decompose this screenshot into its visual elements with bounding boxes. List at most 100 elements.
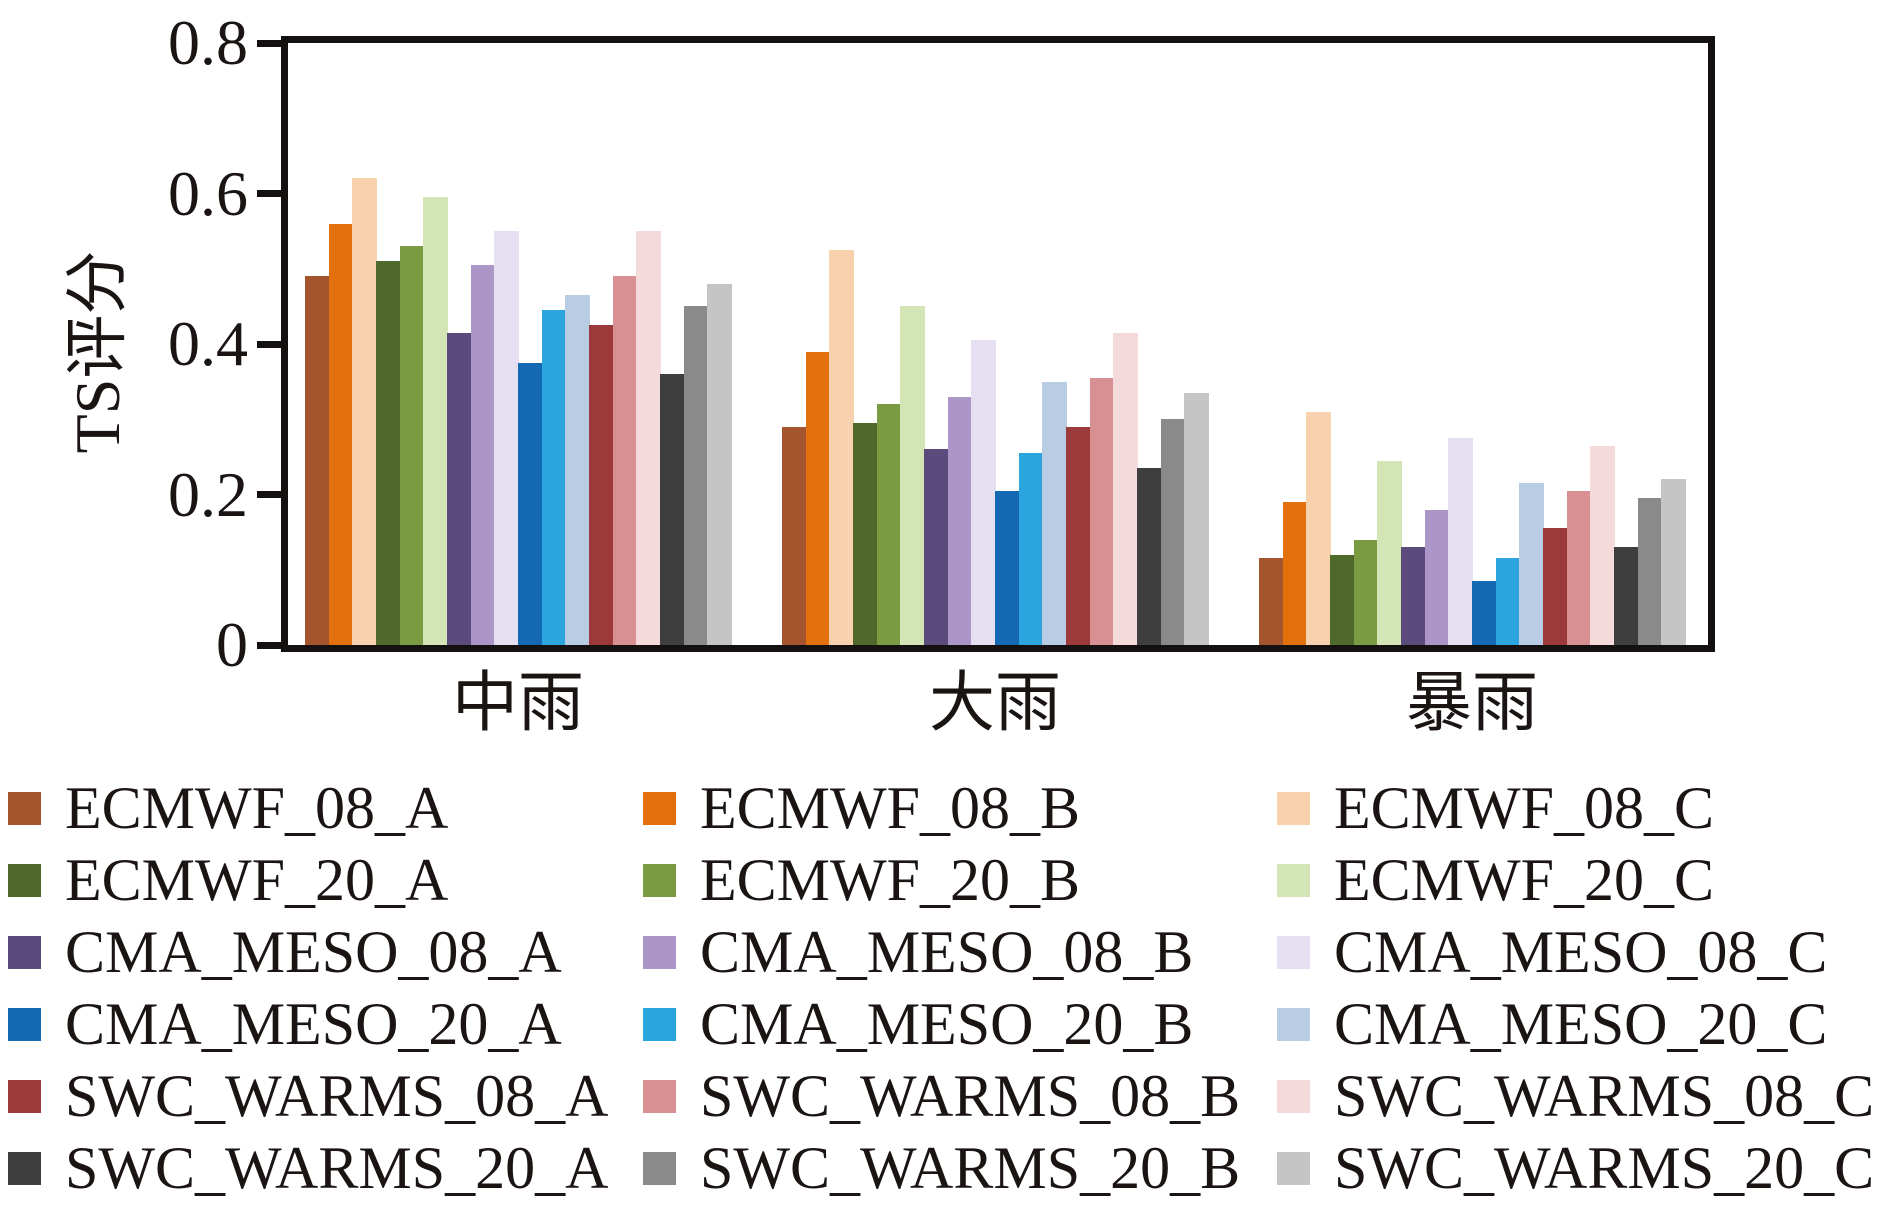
legend-swatch-icon bbox=[1277, 935, 1310, 969]
legend-label: CMA_MESO_08_C bbox=[1334, 919, 1828, 985]
bar-CMA_MESO_20_C-中雨 bbox=[565, 295, 590, 645]
bar-SWC_WARMS_08_A-大雨 bbox=[1066, 426, 1091, 645]
bar-ECMWF_08_C-大雨 bbox=[829, 249, 854, 645]
legend-label: CMA_MESO_20_C bbox=[1334, 991, 1828, 1057]
legend-label: ECMWF_08_B bbox=[700, 775, 1081, 841]
legend-label: SWC_WARMS_08_A bbox=[65, 1063, 609, 1129]
bar-SWC_WARMS_08_B-中雨 bbox=[612, 276, 637, 645]
bar-SWC_WARMS_20_C-大雨 bbox=[1184, 392, 1209, 645]
bar-SWC_WARMS_08_B-暴雨 bbox=[1566, 490, 1591, 645]
x-category-label: 中雨 bbox=[452, 667, 584, 740]
bar-CMA_MESO_20_B-暴雨 bbox=[1495, 558, 1520, 645]
legend-item-CMA_MESO_20_A: CMA_MESO_20_A bbox=[8, 988, 562, 1060]
bar-ECMWF_20_B-中雨 bbox=[399, 246, 424, 645]
bar-ECMWF_20_A-大雨 bbox=[853, 423, 878, 645]
x-category-label: 大雨 bbox=[929, 667, 1061, 740]
legend-item-CMA_MESO_20_C: CMA_MESO_20_C bbox=[1277, 988, 1827, 1060]
y-tick-label: 0 bbox=[216, 609, 248, 680]
legend-label: SWC_WARMS_20_A bbox=[65, 1135, 609, 1201]
bar-SWC_WARMS_08_B-大雨 bbox=[1089, 377, 1114, 645]
bar-CMA_MESO_20_B-大雨 bbox=[1018, 453, 1043, 645]
x-category-label: 暴雨 bbox=[1406, 667, 1538, 740]
bar-SWC_WARMS_08_C-大雨 bbox=[1113, 332, 1138, 645]
legend-swatch-icon bbox=[8, 863, 41, 897]
bar-SWC_WARMS_20_A-大雨 bbox=[1137, 468, 1162, 645]
legend-swatch-icon bbox=[1277, 1151, 1310, 1185]
legend-swatch-icon bbox=[1277, 863, 1310, 897]
legend-label: CMA_MESO_08_A bbox=[65, 919, 562, 985]
legend-swatch-icon bbox=[643, 1007, 676, 1041]
bar-SWC_WARMS_08_C-中雨 bbox=[636, 231, 661, 645]
legend-swatch-icon bbox=[8, 1007, 41, 1041]
bar-ECMWF_08_B-中雨 bbox=[328, 223, 353, 645]
plot-area bbox=[288, 43, 1708, 645]
bar-SWC_WARMS_20_B-大雨 bbox=[1160, 419, 1185, 645]
legend-swatch-icon bbox=[1277, 791, 1310, 825]
legend-item-SWC_WARMS_20_C: SWC_WARMS_20_C bbox=[1277, 1132, 1874, 1204]
legend-item-ECMWF_08_C: ECMWF_08_C bbox=[1277, 772, 1714, 844]
bar-ECMWF_08_B-大雨 bbox=[805, 351, 830, 645]
bar-CMA_MESO_08_B-暴雨 bbox=[1424, 509, 1449, 645]
legend-label: ECMWF_08_C bbox=[1334, 775, 1715, 841]
legend-item-ECMWF_08_B: ECMWF_08_B bbox=[643, 772, 1080, 844]
bar-CMA_MESO_08_A-大雨 bbox=[924, 449, 949, 645]
bar-CMA_MESO_08_C-中雨 bbox=[494, 231, 519, 645]
legend-item-CMA_MESO_20_B: CMA_MESO_20_B bbox=[643, 988, 1193, 1060]
y-tick-mark bbox=[257, 641, 288, 649]
legend-label: ECMWF_20_A bbox=[65, 847, 449, 913]
legend-item-ECMWF_20_B: ECMWF_20_B bbox=[643, 844, 1080, 916]
legend-label: SWC_WARMS_20_C bbox=[1334, 1135, 1875, 1201]
y-tick-label: 0.8 bbox=[168, 7, 248, 78]
bar-ECMWF_20_B-大雨 bbox=[876, 404, 901, 645]
y-tick-label: 0.6 bbox=[168, 157, 248, 229]
bar-CMA_MESO_20_C-暴雨 bbox=[1519, 483, 1544, 645]
bar-ECMWF_08_B-暴雨 bbox=[1282, 502, 1307, 645]
bar-ECMWF_20_C-中雨 bbox=[423, 197, 448, 645]
legend-label: ECMWF_08_A bbox=[65, 775, 449, 841]
bar-CMA_MESO_20_B-中雨 bbox=[541, 310, 566, 645]
y-tick-mark bbox=[257, 491, 288, 498]
bar-SWC_WARMS_08_A-暴雨 bbox=[1543, 528, 1568, 645]
legend-item-CMA_MESO_08_A: CMA_MESO_08_A bbox=[8, 916, 562, 988]
bar-ECMWF_08_A-暴雨 bbox=[1259, 558, 1284, 645]
bar-CMA_MESO_08_C-大雨 bbox=[971, 340, 996, 645]
legend-label: ECMWF_20_C bbox=[1334, 847, 1715, 913]
bar-SWC_WARMS_20_B-中雨 bbox=[683, 306, 708, 645]
bar-SWC_WARMS_08_C-暴雨 bbox=[1590, 445, 1615, 645]
bar-CMA_MESO_20_A-暴雨 bbox=[1472, 581, 1497, 645]
bar-CMA_MESO_20_A-中雨 bbox=[518, 362, 543, 645]
legend-item-CMA_MESO_08_B: CMA_MESO_08_B bbox=[643, 916, 1193, 988]
legend-label: ECMWF_20_B bbox=[700, 847, 1081, 913]
bar-CMA_MESO_08_A-中雨 bbox=[447, 332, 472, 645]
bar-ECMWF_08_C-暴雨 bbox=[1306, 411, 1331, 645]
legend-swatch-icon bbox=[643, 863, 676, 897]
bar-CMA_MESO_08_B-大雨 bbox=[947, 396, 972, 645]
legend-item-CMA_MESO_08_C: CMA_MESO_08_C bbox=[1277, 916, 1827, 988]
legend-item-SWC_WARMS_20_B: SWC_WARMS_20_B bbox=[643, 1132, 1240, 1204]
y-tick-mark bbox=[257, 190, 288, 197]
bar-ECMWF_20_C-暴雨 bbox=[1377, 460, 1402, 645]
legend-swatch-icon bbox=[8, 1151, 41, 1185]
legend-item-SWC_WARMS_20_A: SWC_WARMS_20_A bbox=[8, 1132, 608, 1204]
bar-SWC_WARMS_20_C-暴雨 bbox=[1661, 479, 1686, 645]
legend-item-SWC_WARMS_08_B: SWC_WARMS_08_B bbox=[643, 1060, 1240, 1132]
bar-ECMWF_08_A-大雨 bbox=[782, 426, 807, 645]
legend-swatch-icon bbox=[643, 935, 676, 969]
legend-label: SWC_WARMS_20_B bbox=[700, 1135, 1241, 1201]
legend-item-SWC_WARMS_08_A: SWC_WARMS_08_A bbox=[8, 1060, 608, 1132]
bar-CMA_MESO_08_B-中雨 bbox=[470, 265, 495, 645]
legend-swatch-icon bbox=[8, 791, 41, 825]
bar-ECMWF_20_A-中雨 bbox=[376, 261, 401, 645]
legend-item-ECMWF_08_A: ECMWF_08_A bbox=[8, 772, 448, 844]
y-tick-label: 0.4 bbox=[168, 308, 248, 379]
y-tick-mark bbox=[257, 340, 288, 348]
bar-SWC_WARMS_08_A-中雨 bbox=[589, 325, 614, 645]
legend-swatch-icon bbox=[1277, 1079, 1310, 1113]
bar-ECMWF_08_A-中雨 bbox=[305, 276, 330, 645]
bar-CMA_MESO_08_C-暴雨 bbox=[1448, 438, 1473, 645]
bar-CMA_MESO_20_C-大雨 bbox=[1042, 381, 1067, 645]
legend-label: CMA_MESO_20_A bbox=[65, 991, 562, 1057]
legend-swatch-icon bbox=[643, 1151, 676, 1185]
y-tick-label: 0.2 bbox=[168, 458, 248, 530]
